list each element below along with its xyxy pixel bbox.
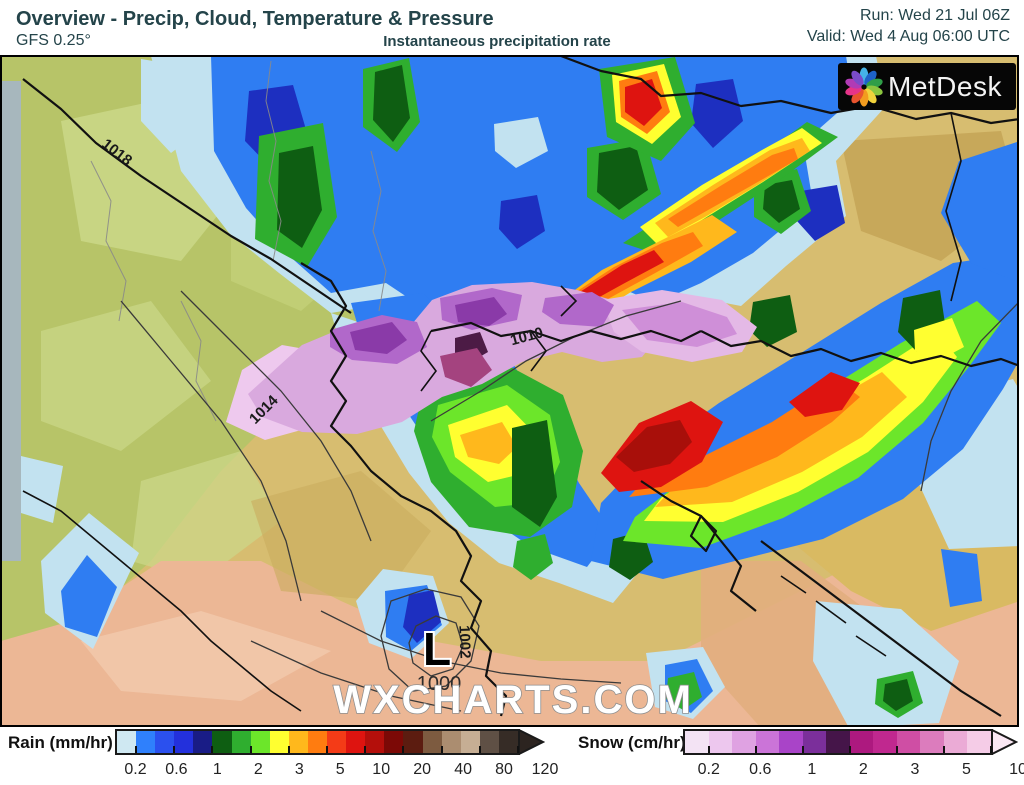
legend-tick-mark <box>135 746 138 753</box>
legend-color-segment <box>849 731 874 753</box>
legend-tick-mark <box>249 746 252 753</box>
legend-tick-label: 2 <box>858 761 868 778</box>
legend-color-segment <box>155 731 175 753</box>
legend-tick-mark <box>211 746 214 753</box>
legend-tick-label: 0.2 <box>124 761 147 778</box>
legend-color-segment <box>498 731 518 753</box>
legend-tick-mark <box>402 746 405 753</box>
metdesk-logo-text: MetDesk <box>888 70 1002 102</box>
legend-color-segment <box>920 731 944 753</box>
legend-color-segment <box>174 731 194 753</box>
legend-tick-label: 1 <box>212 761 222 778</box>
legend-color-segment <box>826 731 850 753</box>
legend-tick-mark <box>287 746 290 753</box>
legend-color-segment <box>327 731 347 753</box>
legend-color-segment <box>422 731 442 753</box>
legend-color-segment <box>365 731 385 753</box>
legend-tick-mark <box>801 746 804 753</box>
legend-tick-label: 40 <box>454 761 472 778</box>
pinwheel-petal <box>851 88 864 103</box>
legend-color-segment <box>460 731 480 753</box>
legend-tick-label: 80 <box>495 761 513 778</box>
weather-map-canvas: 1018 1014 1010 1002 1000 L WXCHARTS.COM <box>1 56 1018 726</box>
legend-color-segment <box>896 731 921 753</box>
legend-color-segment <box>212 731 232 753</box>
pinwheel-petal <box>851 70 864 85</box>
legend-tick-label: 0.2 <box>697 761 720 778</box>
legend-color-segment <box>755 731 780 753</box>
chart-subtitle: Instantaneous precipitation rate <box>383 33 611 50</box>
weather-map: 1018 1014 1010 1002 1000 L WXCHARTS.COM <box>0 55 1019 727</box>
legend-color-segment <box>732 731 756 753</box>
legend-tick-mark <box>440 746 443 753</box>
legend-tick-label: 3 <box>294 761 304 778</box>
low-pressure-marker: L <box>423 623 451 675</box>
legend-tick-mark <box>173 746 176 753</box>
page-title: Overview - Precip, Cloud, Temperature & … <box>16 8 494 30</box>
legend-tick-label: 3 <box>910 761 920 778</box>
legend-color-segment <box>685 731 709 753</box>
legend-tick-mark <box>990 746 992 753</box>
legend-color-segment <box>441 731 461 753</box>
legend-tick-mark <box>942 746 945 753</box>
legend-tick-label: 5 <box>962 761 971 778</box>
legend-tick-mark <box>707 746 710 753</box>
legend-color-segment <box>384 731 404 753</box>
legend-tick-label: 120 <box>531 761 559 778</box>
legend-color-segment <box>873 731 897 753</box>
legend-tick-mark <box>364 746 367 753</box>
legend-tick-label: 1 <box>807 761 817 778</box>
watermark: WXCHARTS.COM <box>333 678 693 722</box>
legend-bar: Rain (mm/hr) 0.2 0.6 1 2 3 5 10 20 40 80 120 Snow … <box>0 727 1024 785</box>
rain-colorbar-segments <box>115 729 520 755</box>
legend-color-segment <box>117 731 137 753</box>
pinwheel-petal <box>864 88 877 103</box>
run-timestamp: Run: Wed 21 Jul 06Z <box>859 7 1010 24</box>
legend-tick-mark <box>895 746 898 753</box>
snow-colorbar: 0.2 0.6 1 2 3 5 10 <box>683 729 1024 781</box>
rain-colorbar: 0.2 0.6 1 2 3 5 10 20 40 80 120 <box>115 729 558 781</box>
metdesk-logo: MetDesk <box>838 63 1016 110</box>
legend-color-segment <box>346 731 366 753</box>
legend-tick-mark <box>754 746 757 753</box>
metdesk-pinwheel-icon <box>845 67 883 106</box>
legend-tick-label: 0.6 <box>749 761 772 778</box>
legend-color-segment <box>403 731 423 753</box>
snow-colorbar-arrow <box>992 729 1018 755</box>
legend-tick-mark <box>478 746 481 753</box>
pinwheel-petal <box>864 70 877 85</box>
legend-color-segment <box>967 731 991 753</box>
legend-tick-label: 5 <box>335 761 345 778</box>
legend-color-segment <box>779 731 803 753</box>
legend-color-segment <box>288 731 308 753</box>
legend-tick-mark <box>517 746 519 753</box>
snow-legend-label: Snow (cm/hr) <box>578 733 686 752</box>
isobar-label-1002: 1002 <box>455 625 473 659</box>
legend-tick-label: 0.6 <box>165 761 188 778</box>
legend-color-segment <box>479 731 499 753</box>
isobar-label-1000: 1000 <box>417 673 462 695</box>
legend-color-segment <box>193 731 213 753</box>
legend-color-segment <box>708 731 733 753</box>
legend-color-segment <box>943 731 968 753</box>
legend-tick-label: 10 <box>372 761 391 778</box>
rain-colorbar-arrow <box>519 729 545 755</box>
legend-color-segment <box>136 731 156 753</box>
model-label: GFS 0.25° <box>16 32 91 49</box>
legend-tick-label: 10 <box>1009 761 1024 778</box>
legend-tick-label: 20 <box>413 761 432 778</box>
legend-color-segment <box>231 731 251 753</box>
rain-legend-label: Rain (mm/hr) <box>8 733 113 752</box>
legend-color-segment <box>269 731 289 753</box>
legend-tick-label: 2 <box>253 761 263 778</box>
legend-color-segment <box>250 731 270 753</box>
legend-color-segment <box>802 731 827 753</box>
legend-color-segment <box>307 731 328 753</box>
valid-timestamp: Valid: Wed 4 Aug 06:00 UTC <box>806 28 1010 45</box>
snow-colorbar-segments <box>683 729 993 755</box>
legend-tick-mark <box>848 746 851 753</box>
legend-tick-mark <box>326 746 329 753</box>
